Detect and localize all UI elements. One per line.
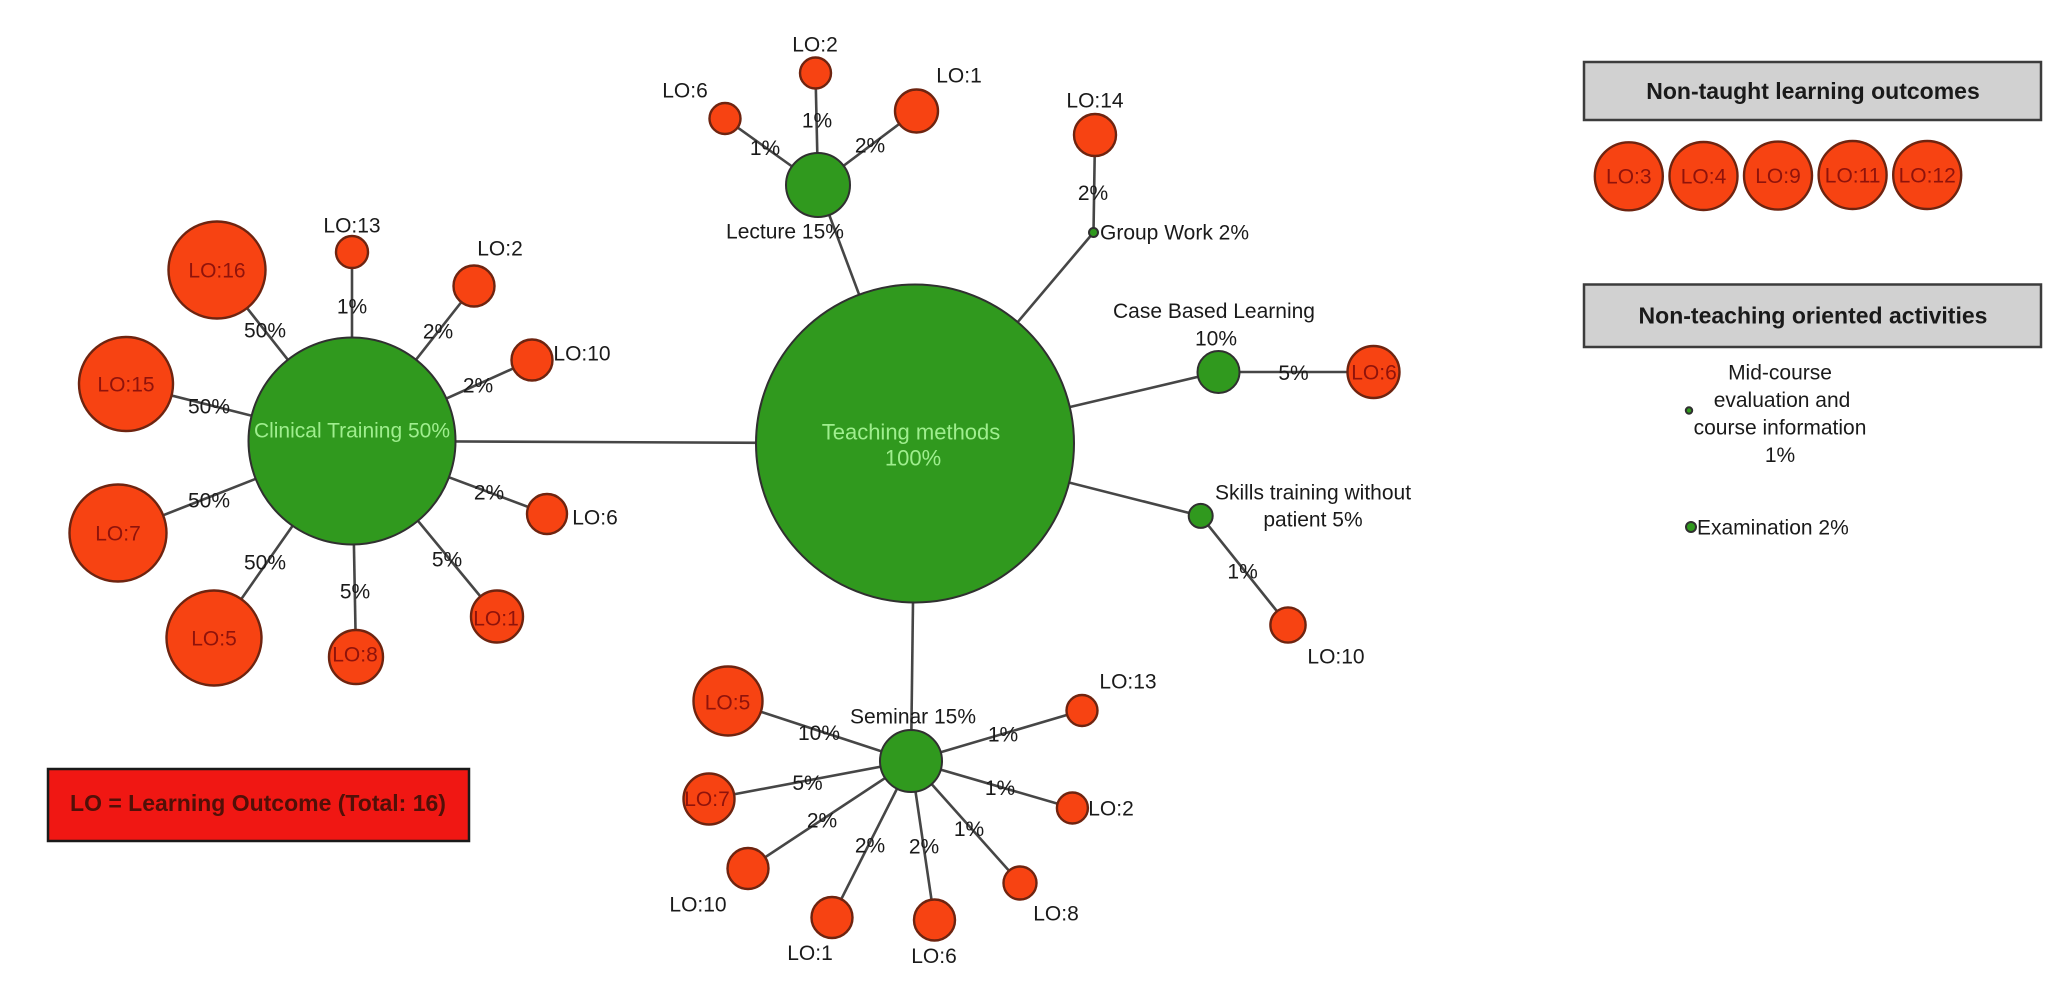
- svg-text:5%: 5%: [432, 548, 462, 571]
- svg-text:1%: 1%: [802, 109, 832, 132]
- svg-text:10%: 10%: [798, 722, 840, 745]
- svg-text:50%: 50%: [188, 395, 230, 418]
- svg-text:LO:15: LO:15: [97, 373, 154, 396]
- svg-text:Mid-course: Mid-course: [1728, 361, 1832, 384]
- svg-text:LO:14: LO:14: [1066, 89, 1124, 112]
- svg-text:1%: 1%: [985, 777, 1015, 800]
- svg-text:Clinical Training 50%: Clinical Training 50%: [254, 419, 450, 442]
- svg-text:Seminar 15%: Seminar 15%: [850, 705, 976, 728]
- svg-text:LO:1: LO:1: [936, 64, 982, 87]
- svg-text:Lecture 15%: Lecture 15%: [726, 220, 844, 243]
- svg-text:LO:6: LO:6: [911, 945, 957, 968]
- svg-text:Group Work 2%: Group Work 2%: [1100, 221, 1249, 244]
- svg-text:2%: 2%: [855, 134, 885, 157]
- svg-text:1%: 1%: [988, 723, 1018, 746]
- svg-text:2%: 2%: [855, 834, 885, 857]
- svg-text:LO:8: LO:8: [332, 643, 378, 666]
- svg-text:LO:4: LO:4: [1681, 165, 1727, 188]
- svg-text:LO:6: LO:6: [1351, 361, 1397, 384]
- svg-text:evaluation and: evaluation and: [1714, 389, 1851, 412]
- svg-text:2%: 2%: [423, 320, 453, 343]
- svg-text:2%: 2%: [807, 809, 837, 832]
- svg-text:Skills training without: Skills training without: [1215, 481, 1411, 504]
- svg-text:10%: 10%: [1195, 327, 1237, 350]
- svg-text:LO:13: LO:13: [323, 214, 380, 237]
- svg-text:Teaching methods: Teaching methods: [822, 420, 1001, 445]
- svg-text:Case Based Learning: Case Based Learning: [1113, 300, 1315, 323]
- svg-text:LO = Learning Outcome (Total:: LO = Learning Outcome (Total: 16): [70, 790, 446, 816]
- svg-text:patient 5%: patient 5%: [1263, 508, 1362, 531]
- svg-text:LO:8: LO:8: [1033, 902, 1079, 925]
- svg-text:5%: 5%: [792, 772, 822, 795]
- svg-text:LO:11: LO:11: [1825, 164, 1881, 187]
- svg-text:1%: 1%: [954, 818, 984, 841]
- svg-text:5%: 5%: [340, 580, 370, 603]
- svg-text:LO:2: LO:2: [1088, 797, 1134, 820]
- svg-text:LO:12: LO:12: [1899, 164, 1956, 187]
- svg-text:Non-taught learning outcomes: Non-taught learning outcomes: [1646, 78, 1980, 104]
- svg-text:2%: 2%: [463, 374, 493, 397]
- svg-text:50%: 50%: [244, 319, 286, 342]
- svg-text:LO:9: LO:9: [1755, 165, 1801, 188]
- svg-text:1%: 1%: [1227, 560, 1257, 583]
- svg-text:LO:7: LO:7: [95, 522, 141, 545]
- svg-text:LO:7: LO:7: [684, 788, 730, 811]
- svg-text:LO:13: LO:13: [1099, 670, 1156, 693]
- svg-text:LO:10: LO:10: [1307, 645, 1364, 668]
- svg-text:50%: 50%: [244, 551, 286, 574]
- svg-text:5%: 5%: [1278, 362, 1308, 385]
- svg-text:LO:10: LO:10: [553, 342, 610, 365]
- svg-text:LO:5: LO:5: [191, 627, 237, 650]
- svg-text:LO:2: LO:2: [792, 33, 838, 56]
- svg-text:50%: 50%: [188, 489, 230, 512]
- svg-text:LO:16: LO:16: [188, 259, 245, 282]
- svg-text:Non-teaching oriented activiti: Non-teaching oriented activities: [1639, 303, 1988, 329]
- svg-text:LO:1: LO:1: [787, 942, 833, 965]
- svg-text:2%: 2%: [909, 835, 939, 858]
- svg-text:100%: 100%: [885, 446, 941, 471]
- svg-text:LO:1: LO:1: [473, 607, 519, 630]
- svg-text:LO:6: LO:6: [572, 506, 618, 529]
- svg-text:2%: 2%: [474, 481, 504, 504]
- svg-text:1%: 1%: [750, 137, 780, 160]
- svg-text:course information: course information: [1694, 416, 1867, 439]
- svg-text:1%: 1%: [1765, 444, 1795, 467]
- svg-text:LO:3: LO:3: [1606, 166, 1652, 189]
- svg-text:LO:2: LO:2: [477, 237, 523, 260]
- svg-text:LO:6: LO:6: [662, 79, 708, 102]
- svg-text:LO:10: LO:10: [669, 893, 726, 916]
- svg-text:1%: 1%: [337, 295, 367, 318]
- svg-text:Examination 2%: Examination 2%: [1697, 516, 1849, 539]
- svg-text:LO:5: LO:5: [705, 691, 751, 714]
- svg-text:2%: 2%: [1078, 182, 1108, 205]
